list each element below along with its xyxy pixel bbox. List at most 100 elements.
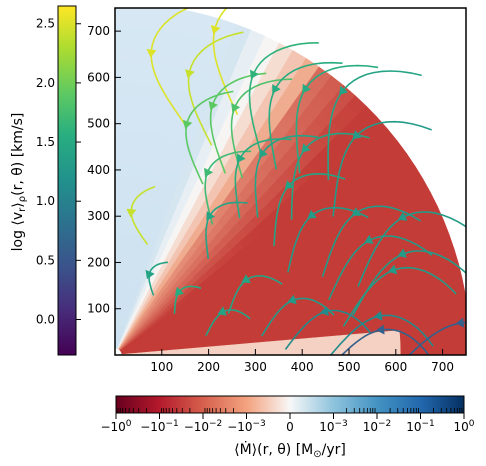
heatmap-cell (350, 311, 365, 325)
streamline-arrow (455, 317, 465, 328)
heatmap-cell (411, 328, 425, 343)
heatmap-cell (115, 71, 128, 85)
heatmap-cell (115, 152, 125, 165)
heatmap-cell (396, 303, 411, 319)
x-tick-label: 200 (197, 360, 220, 374)
heatmap-cell (132, 141, 144, 155)
heatmap-cell (364, 332, 378, 345)
streamline-arrow (320, 306, 329, 316)
streamline-arrow (259, 148, 268, 158)
velocity-colorbar-tick-label: 0.5 (36, 253, 55, 267)
heatmap-cell (237, 348, 251, 355)
mdot-colorbar-tick-label: −10−1 (140, 419, 179, 434)
streamline-arrow (210, 25, 221, 35)
velocity-colorbar-ticks: 0.0 0.5 1.0 1.5 2.0 2.5 (36, 17, 81, 327)
x-axis: 100 200 300 400 500 600 700 (150, 349, 454, 374)
heatmap-cell (284, 346, 297, 355)
heatmap-cell (191, 350, 204, 355)
streamline-arrow (307, 209, 317, 219)
streamline-arrow (241, 274, 251, 283)
heatmap-cell (319, 345, 332, 355)
heatmap-cell (115, 94, 127, 108)
heatmap-cell (248, 342, 262, 350)
mdot-colorbar-tick-label: 10−1 (406, 419, 435, 434)
heatmap-cell (318, 336, 332, 347)
heatmap-cell (306, 337, 320, 348)
streamline-arrow (388, 264, 398, 275)
heatmap-cell (305, 328, 320, 339)
heatmap-cell (272, 347, 286, 355)
heatmap-cell (225, 344, 239, 351)
streamline-arrow (146, 49, 157, 58)
streamline-arrow (352, 130, 362, 140)
streamline-arrow (301, 143, 311, 153)
heatmap-cell (115, 60, 129, 73)
heatmap-cell (127, 49, 143, 63)
heatmap-cell (317, 326, 331, 338)
heatmap-cell (340, 323, 354, 336)
heatmap-cell (271, 332, 285, 342)
heatmap-cell (260, 341, 274, 350)
heatmap-cell (123, 141, 135, 154)
streamline-arrow (237, 153, 246, 163)
x-tick-label: 400 (291, 360, 314, 374)
heatmap-cell (432, 311, 447, 328)
heatmap-cell (179, 351, 193, 355)
heatmap-cell (115, 106, 127, 119)
heatmap-cell (137, 84, 152, 98)
streamline-arrow (351, 207, 361, 216)
heatmap-cell (134, 118, 147, 133)
streamline-arrow (231, 103, 241, 113)
heatmap-cell (407, 301, 422, 317)
streamline-arrow (376, 324, 385, 335)
mdot-colorbar-tick-label: 0 (286, 420, 294, 434)
heatmap-cell (450, 278, 466, 297)
streamline-arrow (206, 211, 216, 221)
heatmap-cell (115, 129, 126, 142)
heatmap-cell (384, 305, 399, 320)
heatmap-cell (133, 130, 146, 144)
heatmap-cell (327, 315, 342, 328)
heatmap-cell (144, 8, 162, 19)
streamline-arrow (397, 211, 408, 221)
heatmap-cell (123, 152, 134, 166)
mdot-colorbar-label: ⟨Ṁ⟩(r, θ) [M⊙/yr] (234, 440, 346, 460)
velocity-colorbar-tick-label: 2.0 (36, 76, 55, 90)
x-tick-label: 100 (150, 360, 173, 374)
heatmap-cell (329, 325, 343, 337)
streamline-arrows (126, 25, 465, 335)
heatmap-cell (435, 340, 448, 355)
heatmap-cell (421, 313, 435, 329)
streamline-arrow (126, 208, 137, 218)
plot-frame (114, 7, 467, 356)
heatmap-cell (136, 95, 150, 110)
x-tick-label: 700 (431, 360, 454, 374)
heatmap-cell (446, 339, 460, 355)
heatmap-cell (126, 83, 140, 97)
heatmap-cell (458, 339, 466, 355)
heatmap-cell (272, 340, 285, 349)
heatmap-cell (226, 349, 239, 355)
velocity-colorbar-tick-label: 1.0 (36, 194, 55, 208)
mdot-colorbar-tick-label: 10−3 (319, 419, 348, 434)
heatmap-cell (377, 342, 390, 355)
heatmap-cell (353, 343, 367, 355)
mdot-heatmap (115, 8, 466, 355)
velocity-colorbar-tick-label: 1.5 (36, 135, 55, 149)
velocity-colorbar-label: log ⟨vr⟩ρ(r, θ) [km/s] (10, 113, 28, 252)
heatmap-cell (121, 187, 131, 200)
streamline-arrow (287, 294, 297, 305)
heatmap-cell (387, 330, 402, 344)
heatmap-cell (122, 164, 133, 177)
heatmap-cell (307, 345, 320, 355)
heatmap-cell (115, 14, 131, 28)
mdot-colorbar-tick-label: −10−3 (227, 419, 266, 434)
heatmap-cell (365, 343, 379, 355)
heatmap-cell (316, 317, 330, 329)
heatmap-cell (115, 140, 125, 154)
heatmap-cell (143, 15, 161, 30)
y-tick-label: 400 (87, 163, 110, 177)
heatmap-cell (214, 345, 227, 352)
streamline-arrow (185, 69, 195, 79)
streamline-arrow (208, 101, 218, 111)
